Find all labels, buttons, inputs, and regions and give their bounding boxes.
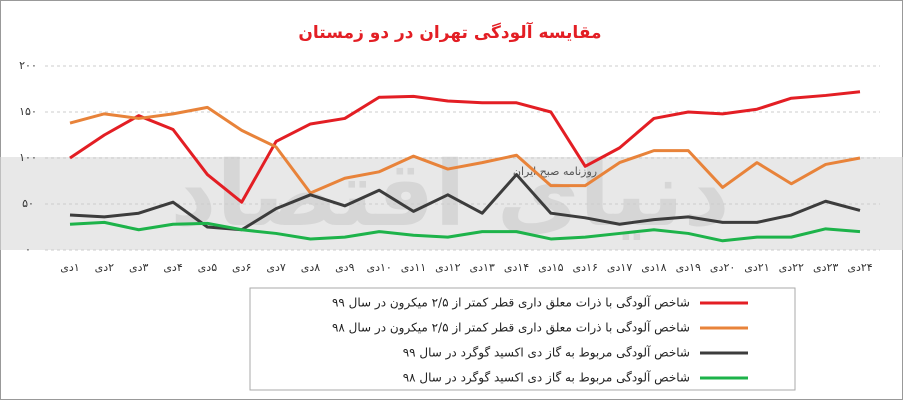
watermark-subtitle: روزنامه صبح ایران	[513, 165, 597, 178]
x-tick-label: ۲۰دی	[710, 261, 735, 274]
x-tick-label: ۸دی	[301, 261, 321, 274]
x-tick-label: ۲۲دی	[779, 261, 804, 274]
x-tick-label: ۲۴دی	[847, 261, 872, 274]
x-tick-label: ۱۱دی	[401, 261, 426, 274]
x-tick-label: ۲دی	[95, 261, 115, 274]
y-tick-label: ۰	[25, 243, 31, 256]
x-tick-label: ۶دی	[232, 261, 251, 274]
y-tick-label: ۱۰۰	[19, 151, 37, 164]
x-tick-label: ۷دی	[266, 261, 286, 274]
legend-box	[249, 287, 796, 391]
y-tick-label: ۵۰	[22, 197, 34, 210]
x-tick-label: ۹دی	[335, 261, 355, 274]
x-tick-label: ۱۰دی	[366, 261, 391, 274]
y-tick-label: ۱۵۰	[19, 105, 37, 118]
x-tick-label: ۱۹دی	[676, 261, 701, 274]
x-tick-label: ۱دی	[60, 261, 79, 274]
legend-label: شاخص آلودگی با ذرات معلق داری قطر کمتر ا…	[332, 320, 690, 336]
legend-label: شاخص آلودگی مربوط به گاز دی اکسید گوگرد …	[403, 345, 690, 361]
chart-title: مقایسه آلودگی تهران در دو زمستان	[298, 21, 601, 43]
x-tick-label: ۱۲دی	[435, 261, 460, 274]
x-tick-label: ۳دی	[129, 261, 149, 274]
x-tick-label: ۵دی	[198, 261, 218, 274]
legend-label: شاخص آلودگی با ذرات معلق داری قطر کمتر ا…	[332, 295, 690, 311]
x-tick-label: ۱۶دی	[573, 261, 598, 274]
y-tick-label: ۲۰۰	[19, 59, 37, 72]
x-tick-label: ۱۸دی	[641, 261, 666, 274]
series-line	[69, 105, 861, 195]
x-tick-label: ۴دی	[163, 261, 183, 274]
series-line	[69, 90, 861, 204]
x-tick-label: ۲۱دی	[744, 261, 769, 274]
x-tick-label: ۱۵دی	[538, 261, 563, 274]
x-tick-label: ۱۷دی	[607, 261, 632, 274]
x-tick-label: ۱۴دی	[504, 261, 529, 274]
legend-label: شاخص آلودگی مربوط به گاز دی اکسید گوگرد …	[403, 370, 690, 386]
x-tick-label: ۱۳دی	[470, 261, 495, 274]
series-line	[69, 220, 861, 243]
x-tick-label: ۲۳دی	[813, 261, 838, 274]
watermark-band	[0, 157, 903, 250]
